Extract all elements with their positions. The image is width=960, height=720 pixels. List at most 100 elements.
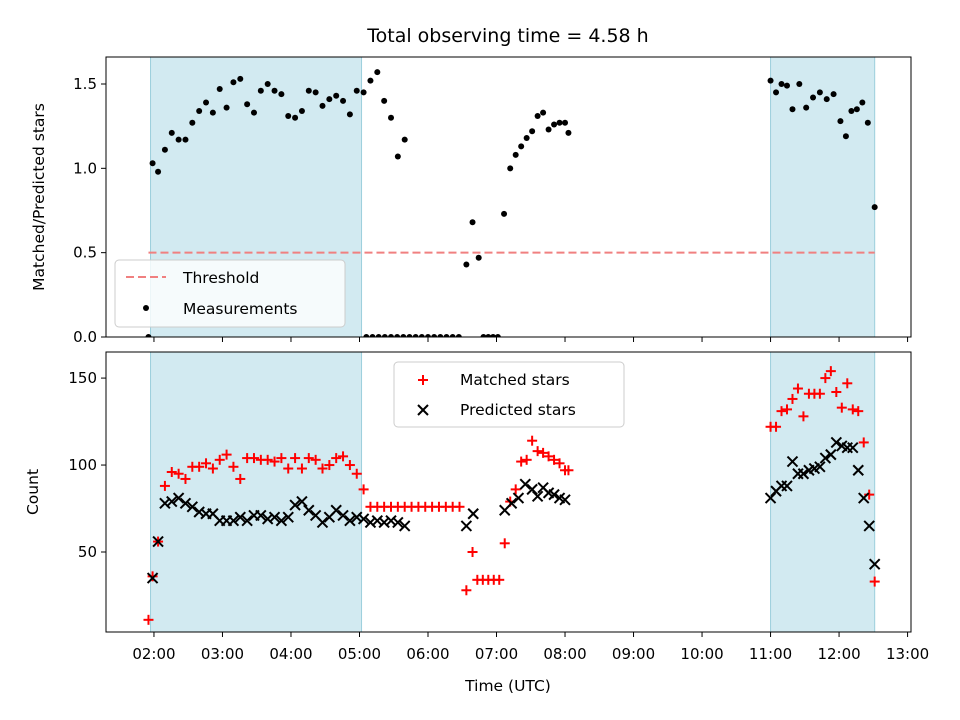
count-y-tick-label: 100: [68, 456, 97, 474]
measurements-point-24: [298, 107, 305, 114]
measurements-point-4: [161, 146, 168, 153]
predicted-stars-point-31: [351, 511, 363, 523]
matched-stars-point-58: [516, 456, 527, 467]
count-data: [143, 366, 881, 625]
ratio-panel: 0.0 0.5 1.0 1.5 Matched/Predicted stars Thres…: [30, 56, 912, 346]
matched-stars-point-26: [310, 454, 321, 465]
measurements-point-79: [783, 82, 790, 89]
measurements-point-59: [480, 334, 487, 337]
measurements-point-15: [237, 75, 244, 82]
measurements-point-25: [305, 87, 312, 94]
measurements-point-5: [168, 129, 175, 136]
measurements-point-11: [209, 109, 216, 116]
predicted-stars-point-55: [781, 480, 793, 492]
count-y-tick-label: 50: [78, 543, 97, 561]
measurements-point-39: [401, 136, 408, 143]
measurements-point-40: [363, 334, 370, 337]
measurements-point-17: [250, 109, 257, 116]
measurements-point-8: [189, 119, 196, 126]
measurements-point-47: [406, 334, 413, 337]
matched-stars-point-12: [214, 454, 225, 465]
matched-stars-point-29: [331, 453, 342, 464]
measurements-point-19: [264, 80, 271, 87]
predicted-stars-point-8: [193, 506, 205, 518]
predicted-stars-point-21: [282, 511, 294, 523]
matched-stars-point-33: [358, 484, 369, 495]
matched-stars-point-55: [499, 538, 510, 549]
predicted-stars-point-17: [255, 509, 267, 522]
predicted-stars-point-42: [505, 497, 518, 510]
measurements-point-34: [367, 77, 374, 84]
x-tick-label: 04:00: [269, 645, 312, 663]
measurements-point-85: [823, 96, 830, 103]
matched-stars-point-83: [847, 404, 858, 415]
matched-stars-point-84: [853, 406, 864, 417]
predicted-stars-point-64: [830, 436, 843, 449]
predicted-stars-point-70: [863, 520, 875, 532]
predicted-stars-point-34: [371, 514, 384, 527]
legend-threshold-label: Threshold: [182, 269, 259, 287]
predicted-stars-point-13: [227, 514, 240, 527]
predicted-stars-point-32: [357, 513, 370, 525]
measurements-point-88: [842, 133, 849, 140]
measurements-point-45: [394, 334, 401, 337]
measurements-point-2: [149, 160, 156, 167]
measurements-point-70: [540, 109, 547, 116]
measurements-point-91: [859, 99, 866, 106]
matched-stars-point-69: [771, 421, 782, 432]
measurements-point-38: [394, 153, 401, 160]
predicted-stars-point-67: [847, 441, 859, 454]
predicted-stars-point-49: [548, 488, 560, 501]
matched-stars-point-72: [787, 393, 798, 404]
predicted-stars-point-39: [460, 520, 473, 532]
predicted-stars-point-46: [531, 490, 544, 503]
matched-stars-point-64: [549, 454, 560, 465]
x-tick-label: 08:00: [543, 645, 586, 663]
chart-title: Total observing time = 4.58 h: [366, 25, 648, 47]
measurements-point-32: [353, 87, 360, 94]
measurements-point-87: [837, 118, 844, 125]
matched-stars-point-24: [296, 463, 307, 474]
measurements-point-20: [271, 87, 278, 94]
measurements-point-21: [278, 91, 285, 98]
x-tick-label: 10:00: [680, 645, 723, 663]
ratio-frame: [105, 56, 912, 338]
matched-stars-point-25: [303, 453, 314, 464]
predicted-stars-point-14: [234, 511, 246, 523]
predicted-stars-point-58: [797, 468, 810, 480]
matched-stars-point-82: [842, 378, 853, 389]
x-tick-label: 07:00: [475, 645, 518, 663]
matched-stars-point-74: [798, 411, 809, 422]
ratio-data: [145, 69, 878, 337]
x-axis-label: Time (UTC): [464, 677, 551, 695]
measurements-point-37: [388, 114, 395, 121]
measurements-point-62: [494, 334, 501, 337]
measurements-point-90: [853, 106, 860, 113]
matched-stars-point-85: [858, 437, 869, 448]
predicted-stars-point-19: [268, 511, 281, 523]
predicted-stars-point-23: [296, 495, 308, 508]
matched-stars-point-9: [194, 461, 205, 472]
measurements-point-44: [388, 334, 395, 337]
legend-measurements-swatch: [143, 305, 149, 311]
matched-stars-point-57: [510, 484, 521, 495]
count-panel: 50 100 150 Count 02:00 03:00 04:00 05:00 06:00 07…: [24, 351, 929, 663]
measurements-point-78: [778, 80, 785, 87]
matched-stars-point-7: [180, 473, 191, 484]
matched-stars-point-15: [235, 473, 246, 484]
ratio-y-tick-label: 1.0: [73, 159, 97, 177]
predicted-stars-point-24: [303, 504, 315, 516]
matched-stars-point-77: [814, 388, 825, 399]
matched-stars-point-4: [159, 480, 170, 491]
measurements-point-72: [551, 121, 558, 128]
predicted-stars-point-40: [467, 508, 479, 520]
x-tick-label: 06:00: [406, 645, 449, 663]
ratio-y-tick-label: 0.0: [73, 328, 97, 346]
legend-matched-label: Matched stars: [460, 371, 570, 389]
matched-stars-point-81: [836, 402, 847, 413]
predicted-stars-point-18: [261, 513, 274, 525]
matched-stars-point-6: [173, 468, 184, 479]
measurements-point-71: [545, 126, 552, 133]
measurements-point-35: [374, 69, 381, 76]
predicted-stars-point-45: [526, 483, 538, 496]
